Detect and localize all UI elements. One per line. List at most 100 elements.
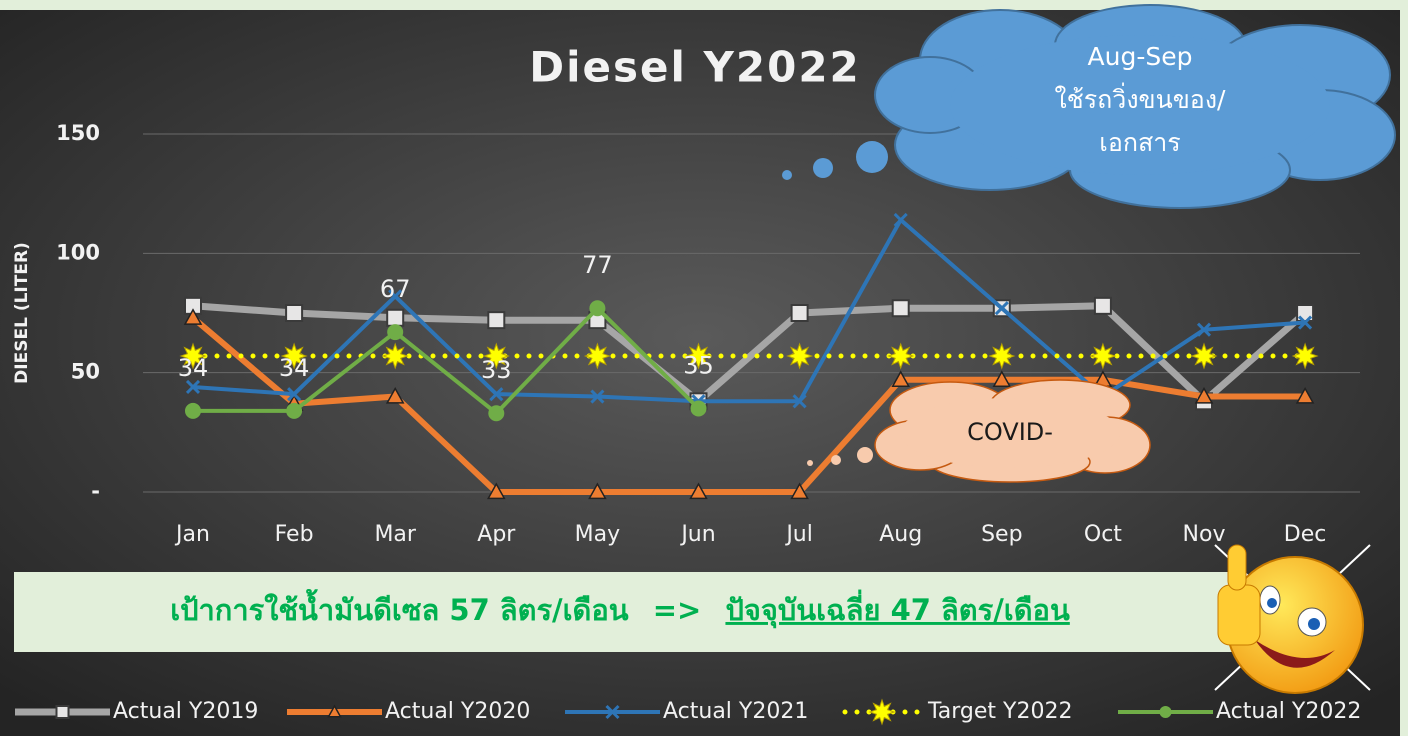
marker bbox=[388, 289, 403, 304]
marker bbox=[55, 705, 70, 719]
annotation-text: เอกสาร bbox=[1099, 128, 1180, 157]
marker bbox=[1291, 342, 1319, 370]
marker bbox=[285, 304, 304, 322]
x-tick-label: Aug bbox=[879, 522, 922, 547]
banner-text: เป้าการใช้น้ำมันดีเซล 57 ลิตร/เดือน => ป… bbox=[170, 588, 1070, 628]
cloud-bubble bbox=[807, 460, 813, 466]
y-tick-label: - bbox=[91, 479, 100, 503]
y-tick-label: 100 bbox=[56, 240, 100, 264]
chart-title: Diesel Y2022 bbox=[529, 43, 861, 92]
covid-cloud bbox=[807, 379, 1151, 483]
marker bbox=[1190, 342, 1218, 370]
series-line bbox=[192, 302, 1308, 405]
series bbox=[185, 212, 1313, 409]
banner-current: ปัจจุบันเฉลี่ย 47 ลิตร/เดือน bbox=[725, 589, 1070, 628]
marker bbox=[790, 482, 809, 500]
x-tick-label: Dec bbox=[1284, 522, 1327, 547]
marker bbox=[183, 308, 203, 325]
x-tick-label: Feb bbox=[275, 522, 314, 547]
cloud-bubble bbox=[856, 141, 888, 173]
annotation-text: ใช้รถวิ่งขนของ/ bbox=[1055, 82, 1226, 114]
cloud-bubble bbox=[857, 447, 873, 463]
marker bbox=[386, 308, 405, 327]
marker bbox=[185, 379, 201, 395]
x-tick-label: Jun bbox=[679, 522, 715, 547]
data-label: 34 bbox=[279, 354, 310, 382]
cloud-bubble bbox=[782, 170, 792, 180]
data-label: 35 bbox=[683, 351, 714, 379]
legend-label: Actual Y2021 bbox=[663, 699, 808, 724]
marker bbox=[786, 342, 814, 370]
marker bbox=[1159, 706, 1172, 718]
x-tick-label: Sep bbox=[981, 522, 1022, 547]
marker bbox=[887, 342, 915, 370]
legend: Actual Y2019 Actual Y2020 Actual Y2021 Targ… bbox=[15, 698, 1361, 726]
legend-label: Actual Y2019 bbox=[113, 699, 258, 724]
marker bbox=[385, 386, 405, 404]
marker bbox=[685, 342, 712, 370]
data-label: 77 bbox=[582, 251, 613, 279]
grid: - 50 100 150 Jan Feb Mar Apr May Jun Jul Aug Sep Oct N… bbox=[56, 121, 1360, 547]
x-tick-label: Jul bbox=[784, 522, 813, 547]
marker bbox=[792, 394, 807, 409]
marker bbox=[488, 405, 505, 422]
x-tick-label: Jan bbox=[174, 522, 210, 547]
marker bbox=[387, 324, 404, 341]
banner-arrow: => bbox=[653, 593, 702, 627]
marker bbox=[891, 370, 910, 387]
marker bbox=[893, 212, 908, 227]
marker bbox=[482, 342, 510, 370]
x-tick-label: Nov bbox=[1183, 522, 1226, 547]
marker bbox=[605, 704, 620, 720]
marker bbox=[487, 311, 506, 330]
marker bbox=[286, 402, 303, 419]
marker bbox=[891, 299, 910, 318]
cloud-bubble bbox=[831, 455, 841, 465]
series: 34 34 67 33 77 35 bbox=[178, 251, 714, 422]
marker bbox=[868, 698, 896, 726]
cloud-bubble bbox=[813, 158, 833, 178]
data-label: 67 bbox=[380, 275, 411, 303]
smiley-icon bbox=[1214, 544, 1371, 694]
annotation-text: COVID- bbox=[967, 418, 1053, 446]
annotations: Aug-Sep ใช้รถวิ่งขนของ/เอกสาร COVID- bbox=[967, 42, 1226, 446]
x-tick-label: May bbox=[575, 522, 620, 547]
banner-box bbox=[14, 572, 1234, 652]
marker bbox=[381, 342, 409, 370]
marker bbox=[589, 300, 606, 317]
marker bbox=[992, 370, 1012, 387]
marker bbox=[1196, 322, 1212, 337]
data-label: 33 bbox=[481, 356, 512, 384]
marker bbox=[287, 387, 302, 402]
marker bbox=[327, 704, 342, 718]
marker bbox=[988, 342, 1016, 370]
marker bbox=[185, 402, 201, 419]
marker bbox=[179, 342, 207, 370]
marker bbox=[1298, 315, 1313, 330]
marker bbox=[280, 342, 308, 370]
marker bbox=[1194, 386, 1214, 404]
marker bbox=[689, 482, 708, 500]
legend-label: Target Y2022 bbox=[927, 699, 1072, 724]
x-tick-label: Mar bbox=[374, 522, 416, 547]
series-line bbox=[191, 315, 1306, 495]
marker bbox=[994, 301, 1009, 316]
marker bbox=[1093, 296, 1112, 315]
series-line bbox=[192, 217, 1306, 404]
annotation-text: Aug-Sep bbox=[1088, 42, 1193, 71]
y-axis-label: DIESEL (LITER) bbox=[12, 242, 32, 384]
marker bbox=[487, 482, 506, 500]
marker bbox=[588, 482, 607, 500]
marker bbox=[1295, 386, 1315, 404]
marker bbox=[690, 400, 707, 417]
legend-label: Actual Y2020 bbox=[385, 699, 530, 724]
x-tick-label: Oct bbox=[1084, 522, 1122, 547]
banner-target: เป้าการใช้น้ำมันดีเซล 57 ลิตร/เดือน bbox=[170, 588, 629, 627]
marker bbox=[489, 387, 504, 402]
cloud-body bbox=[900, 398, 1120, 468]
marker bbox=[790, 304, 809, 322]
series-line bbox=[193, 306, 700, 416]
y-tick-label: 150 bbox=[56, 121, 100, 145]
